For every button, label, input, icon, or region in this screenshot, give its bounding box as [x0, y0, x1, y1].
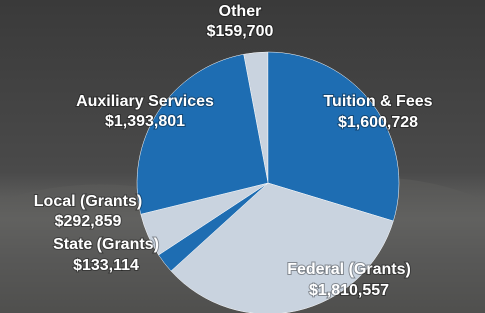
- slice-label: Federal (Grants): [287, 261, 411, 278]
- slice-label: Local (Grants): [34, 193, 142, 210]
- slice-value-label: $292,859: [55, 213, 122, 230]
- slice-label: Other: [219, 3, 262, 20]
- slice-value-label: $133,114: [73, 257, 139, 274]
- slice-label: State (Grants): [53, 236, 159, 253]
- slice-value-label: $159,700: [207, 23, 274, 40]
- chart: Other $159,700 Tuition & Fees $1,600,728 Fed…: [0, 0, 485, 313]
- slice-value-label: $1,393,801: [105, 113, 185, 130]
- slice-value-label: $1,810,557: [309, 282, 389, 299]
- slice-label: Auxiliary Services: [76, 93, 214, 110]
- slice-label: Tuition & Fees: [323, 93, 432, 110]
- slice-value-label: $1,600,728: [338, 114, 418, 131]
- screen: Other $159,700 Tuition & Fees $1,600,728 Fed…: [0, 0, 485, 313]
